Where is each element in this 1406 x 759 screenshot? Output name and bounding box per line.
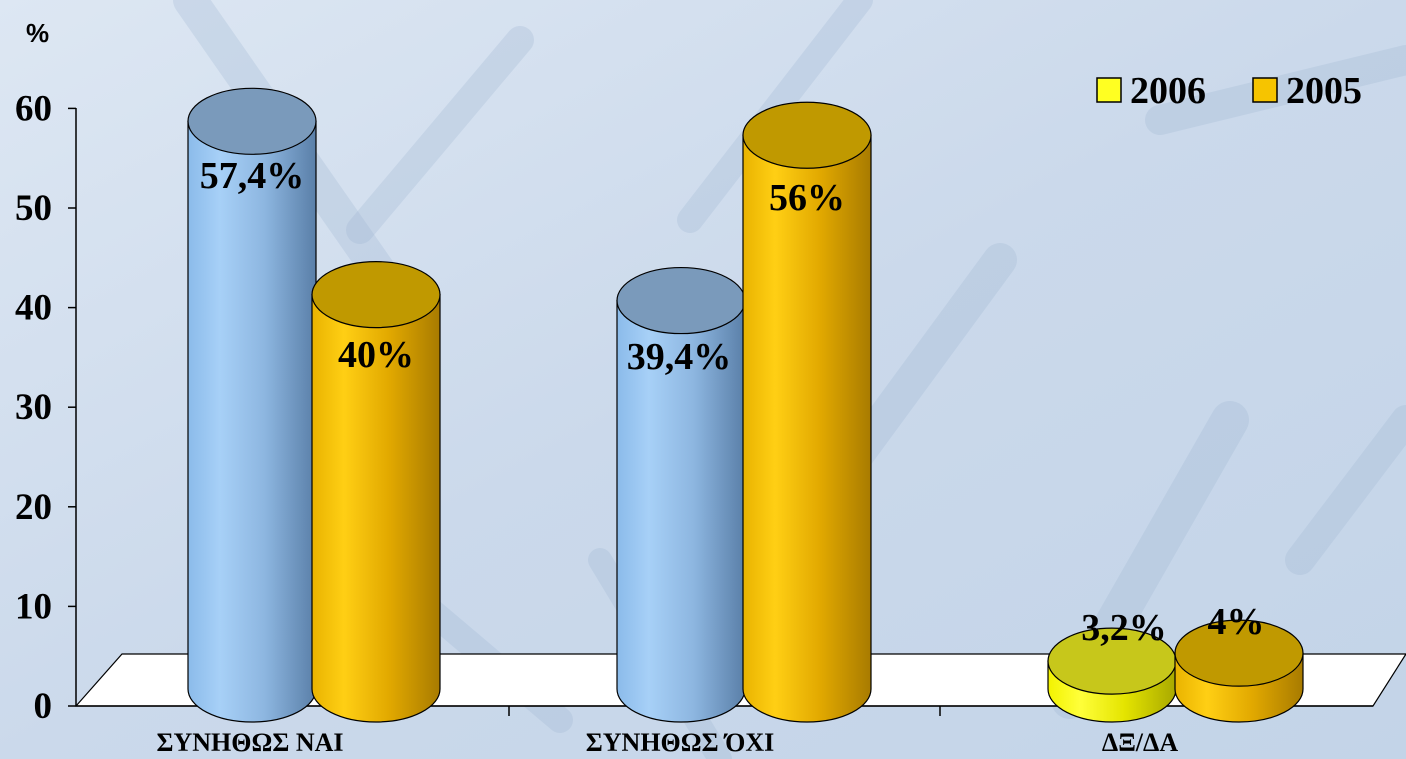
legend-swatch-2006: [1096, 77, 1122, 103]
legend-label-2005: 2005: [1286, 70, 1362, 112]
legend-label-2006: 2006: [1130, 70, 1206, 112]
bar-top: [1174, 619, 1304, 687]
y-axis-ticks: 0 10 20 30 40 50 60: [15, 88, 76, 727]
x-category-label: ΣΥΝΗΘΩΣ ΝΑΙ: [157, 728, 344, 757]
bar-top: [742, 101, 872, 169]
x-axis-categories: ΣΥΝΗΘΩΣ ΝΑΙ ΣΥΝΗΘΩΣ ΌΧΙ ΔΞ/ΔΑ: [157, 728, 1179, 757]
bars: 57,4% 40% 39,4% 56% 3,2% 4%: [187, 87, 1304, 723]
bar-body: [742, 134, 872, 723]
bar: 3,2%: [1047, 607, 1177, 723]
bar-top: [187, 87, 317, 155]
y-tick-label: 30: [15, 387, 52, 428]
bar-value-label: 3,2%: [1081, 607, 1167, 649]
y-axis-unit-label: %: [26, 18, 49, 48]
legend: 2006 2005: [1096, 70, 1362, 112]
bar: 39,4%: [616, 266, 746, 723]
bar-body: [187, 120, 317, 723]
bar-top: [616, 266, 746, 335]
x-category-label: ΣΥΝΗΘΩΣ ΌΧΙ: [586, 728, 774, 757]
bar-value-label: 4%: [1208, 601, 1265, 643]
y-tick-label: 60: [15, 88, 52, 129]
bar: 56%: [742, 101, 872, 723]
bar-value-label: 57,4%: [200, 155, 305, 197]
bar-value-label: 39,4%: [627, 336, 732, 378]
bar-value-label: 56%: [769, 177, 845, 219]
x-category-label: ΔΞ/ΔΑ: [1102, 728, 1178, 757]
y-tick-label: 20: [15, 487, 52, 528]
y-tick-label: 50: [15, 188, 52, 229]
bar: 57,4%: [187, 87, 317, 723]
y-tick-label: 40: [15, 288, 52, 329]
bar: 4%: [1174, 601, 1304, 723]
bar-top: [311, 261, 441, 329]
bar: 40%: [311, 261, 441, 723]
legend-swatch-2005: [1252, 77, 1278, 103]
bar-value-label: 40%: [338, 334, 414, 376]
y-tick-label: 10: [15, 586, 52, 627]
bar-body: [616, 299, 746, 723]
y-tick-label: 0: [34, 686, 53, 727]
bar-body: [311, 294, 441, 723]
